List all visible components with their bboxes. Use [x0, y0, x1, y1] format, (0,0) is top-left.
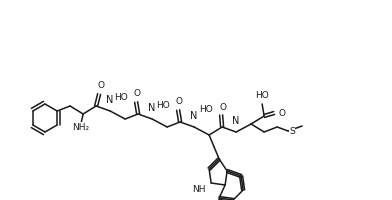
Text: O: O	[176, 98, 183, 106]
Text: O: O	[220, 102, 227, 112]
Text: HO: HO	[200, 106, 213, 114]
Text: NH₂: NH₂	[73, 122, 90, 132]
Text: O: O	[279, 108, 286, 117]
Text: O: O	[134, 90, 141, 98]
Text: HO: HO	[156, 100, 170, 110]
Text: NH: NH	[192, 186, 206, 194]
Text: N: N	[149, 103, 156, 113]
Text: HO: HO	[114, 92, 128, 102]
Text: O: O	[98, 82, 105, 90]
Text: S: S	[289, 127, 295, 136]
Text: N: N	[191, 111, 198, 121]
Text: N: N	[232, 116, 240, 126]
Text: HO: HO	[255, 92, 269, 100]
Text: N: N	[107, 95, 114, 105]
